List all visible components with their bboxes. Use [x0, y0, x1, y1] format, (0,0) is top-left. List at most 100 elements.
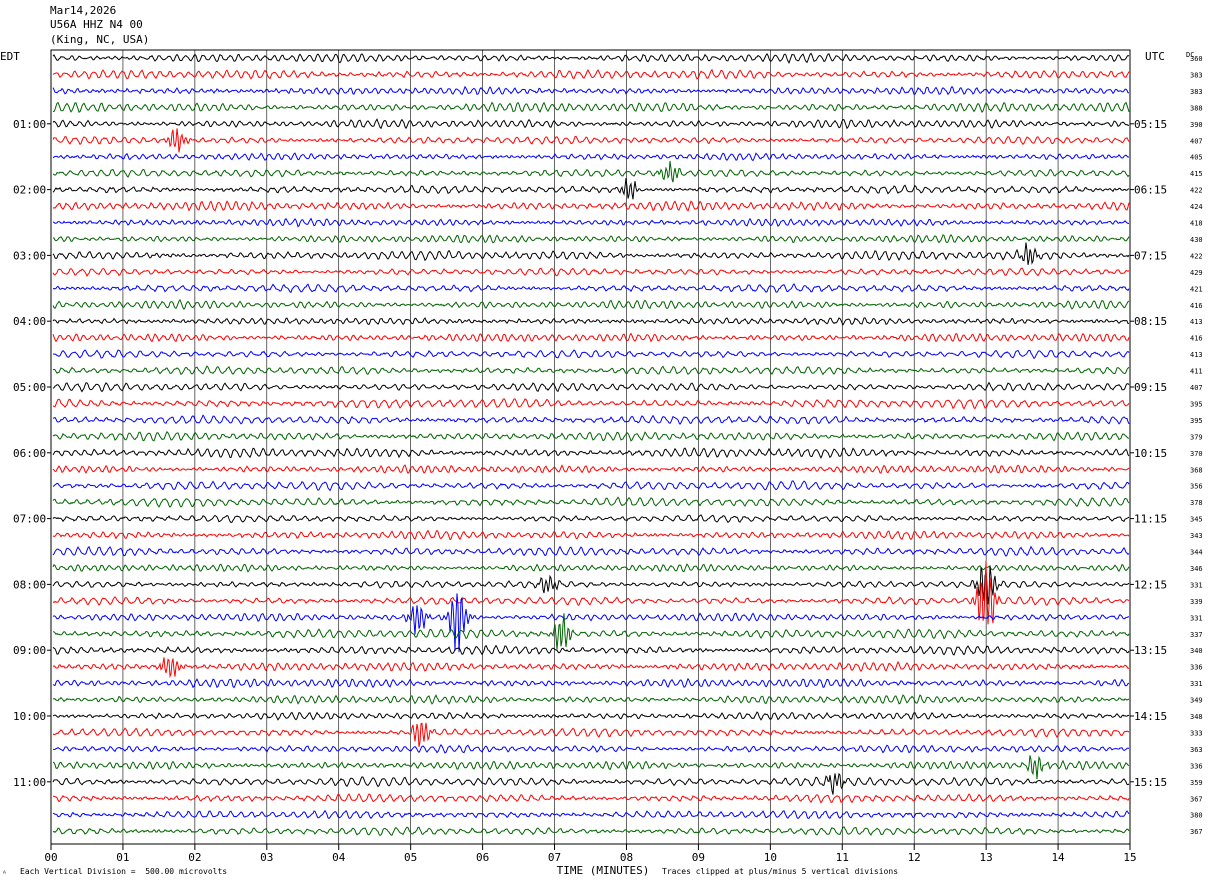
seismic-trace	[52, 711, 1130, 721]
hour-label-right: 05:15	[1134, 118, 1167, 131]
seismic-trace	[52, 381, 1130, 393]
seismic-trace	[52, 480, 1130, 492]
x-tick-label: 04	[332, 851, 346, 864]
x-tick-label: 05	[404, 851, 417, 864]
dc-header-label: DC	[1186, 51, 1194, 59]
dc-offset-label: 340	[1190, 647, 1203, 655]
dc-offset-label: 395	[1190, 400, 1203, 408]
seismic-trace	[52, 529, 1130, 541]
dc-offset-label: 339	[1190, 598, 1203, 606]
seismic-trace	[52, 160, 1130, 183]
hour-label-right: 08:15	[1134, 315, 1167, 328]
seismic-trace	[52, 317, 1130, 326]
hour-label-left: 02:00	[13, 184, 46, 197]
dc-offset-label: 367	[1190, 828, 1203, 836]
seismic-trace	[52, 267, 1130, 277]
dc-offset-label: 395	[1190, 417, 1203, 425]
dc-offset-label: 337	[1190, 631, 1203, 639]
dc-offset-label: 422	[1190, 252, 1203, 260]
seismic-trace	[52, 200, 1130, 212]
seismic-trace	[52, 744, 1130, 754]
station-label: U56A HHZ N4 00	[50, 18, 143, 31]
dc-offset-label: 379	[1190, 433, 1203, 441]
hour-label-right: 13:15	[1134, 644, 1167, 657]
hour-label-right: 07:15	[1134, 249, 1167, 262]
seismic-trace	[52, 398, 1130, 410]
dc-offset-label: 370	[1190, 450, 1203, 458]
dc-offset-label: 407	[1190, 137, 1203, 145]
seismic-trace	[52, 560, 1130, 625]
seismic-trace	[52, 298, 1130, 310]
seismic-trace	[52, 128, 1130, 153]
clip-note: Traces clipped at plus/minus 5 vertical …	[662, 867, 899, 876]
x-tick-label: 14	[1051, 851, 1065, 864]
seismic-trace	[52, 722, 1130, 747]
dc-offset-label: 345	[1190, 516, 1203, 524]
left-timezone-label: EDT	[0, 50, 20, 63]
dc-offset-label: 418	[1190, 220, 1203, 228]
hour-label-left: 09:00	[13, 644, 46, 657]
hour-label-right: 15:15	[1134, 776, 1167, 789]
hour-label-left: 04:00	[13, 315, 46, 328]
location-label: (King, NC, USA)	[50, 33, 150, 46]
seismic-trace	[52, 152, 1130, 162]
seismic-trace	[52, 464, 1130, 474]
dc-offset-label: 333	[1190, 729, 1203, 737]
seismic-trace	[52, 809, 1130, 820]
plot-frame	[50, 49, 1131, 845]
dc-offset-label: 336	[1190, 664, 1203, 672]
seismic-trace	[52, 613, 1130, 650]
dc-offset-label: 383	[1190, 71, 1203, 79]
corner-mark: ᴬ	[2, 869, 7, 878]
seismic-trace	[52, 755, 1130, 780]
dc-offset-label: 356	[1190, 483, 1203, 491]
dc-offset-label: 390	[1190, 121, 1203, 129]
dc-offset-label: 368	[1190, 466, 1203, 474]
seismic-trace	[52, 593, 1130, 653]
dc-offset-label: 380	[1190, 812, 1203, 820]
dc-offset-label: 348	[1190, 713, 1203, 721]
scale-note: Each Vertical Division = 500.00 microvol…	[20, 867, 228, 876]
seismic-trace	[52, 514, 1130, 524]
hour-label-left: 03:00	[13, 249, 46, 262]
right-timezone-label: UTC	[1145, 50, 1165, 63]
seismic-trace	[52, 772, 1130, 795]
dc-offset-label: 424	[1190, 203, 1203, 211]
dc-offset-label: 416	[1190, 335, 1203, 343]
dc-offset-label: 429	[1190, 269, 1203, 277]
seismic-trace	[52, 118, 1130, 130]
seismic-trace	[52, 349, 1130, 360]
dc-offset-label: 331	[1190, 680, 1203, 688]
dc-offset-label: 343	[1190, 532, 1203, 540]
dc-offset-label: 344	[1190, 549, 1203, 557]
hour-label-left: 06:00	[13, 447, 46, 460]
dc-offset-label: 378	[1190, 499, 1203, 507]
hour-label-left: 05:00	[13, 381, 46, 394]
seismic-trace	[52, 826, 1130, 837]
seismic-trace	[52, 694, 1130, 705]
seismic-trace	[52, 365, 1130, 376]
dc-offset-label: 413	[1190, 318, 1203, 326]
seismic-trace	[52, 565, 1130, 605]
seismic-trace	[52, 677, 1130, 689]
x-tick-label: 03	[260, 851, 273, 864]
x-tick-label: 00	[44, 851, 57, 864]
dc-offset-label: 363	[1190, 746, 1203, 754]
dc-offset-label: 346	[1190, 565, 1203, 573]
x-tick-label: 12	[908, 851, 921, 864]
dc-offset-label: 331	[1190, 614, 1203, 622]
x-tick-label: 08	[620, 851, 633, 864]
hour-label-right: 14:15	[1134, 710, 1167, 723]
x-tick-label: 07	[548, 851, 561, 864]
dc-offset-label: 336	[1190, 762, 1203, 770]
dc-offset-label: 360	[1190, 55, 1203, 63]
dc-offset-label: 331	[1190, 581, 1203, 589]
dc-offset-label: 367	[1190, 795, 1203, 803]
x-tick-label: 01	[116, 851, 129, 864]
hour-label-left: 01:00	[13, 118, 46, 131]
hour-label-right: 09:15	[1134, 381, 1167, 394]
dc-offset-label: 416	[1190, 302, 1203, 310]
dc-offset-label: 421	[1190, 285, 1203, 293]
dc-offset-label: 388	[1190, 104, 1203, 112]
